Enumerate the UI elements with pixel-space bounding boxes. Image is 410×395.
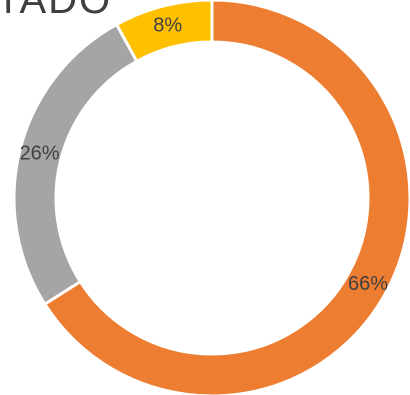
data-label-0: 66% <box>348 273 388 295</box>
data-label-1: 26% <box>20 143 60 165</box>
data-label-2: 8% <box>153 15 182 37</box>
chart-title: TADO <box>0 0 113 22</box>
donut-slice-0 <box>42 0 410 395</box>
donut-slice-2 <box>114 0 214 64</box>
